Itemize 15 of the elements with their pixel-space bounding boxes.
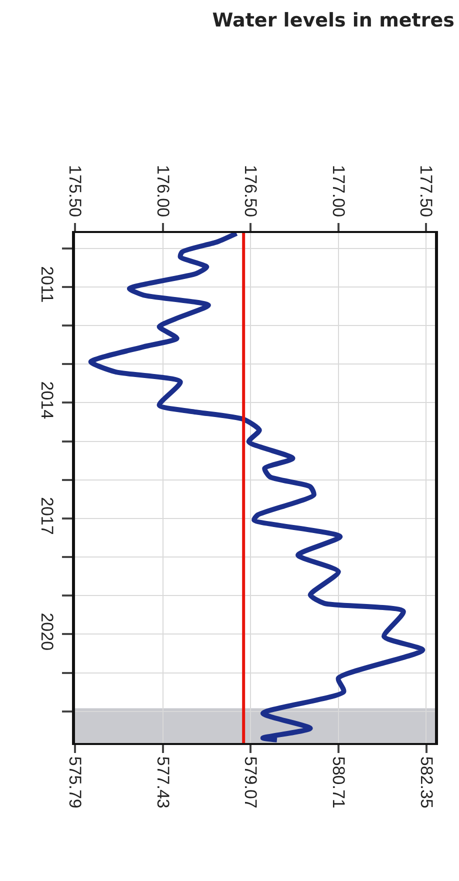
x-tick-label: 575.79 xyxy=(65,756,84,808)
y-tick-label: 2017 xyxy=(38,497,57,535)
x-tick-label: 579.07 xyxy=(241,756,260,808)
x2-tick-label: 176.00 xyxy=(153,165,172,218)
y-tick-label: 2020 xyxy=(38,612,57,651)
x-tick-label: 582.35 xyxy=(416,756,436,808)
x2-tick-label: 177.50 xyxy=(416,165,436,218)
x-tick-label: 577.43 xyxy=(153,756,172,808)
x2-tick-label: 175.50 xyxy=(65,165,84,218)
x2-tick-label: 177.00 xyxy=(328,165,348,218)
y-tick-label: 2011 xyxy=(38,266,57,303)
y-tick-label: 2014 xyxy=(38,381,57,420)
chart-title: Water levels in metres xyxy=(212,10,454,32)
x2-tick-label: 176.50 xyxy=(241,165,260,218)
x-tick-label: 580.71 xyxy=(329,756,348,808)
